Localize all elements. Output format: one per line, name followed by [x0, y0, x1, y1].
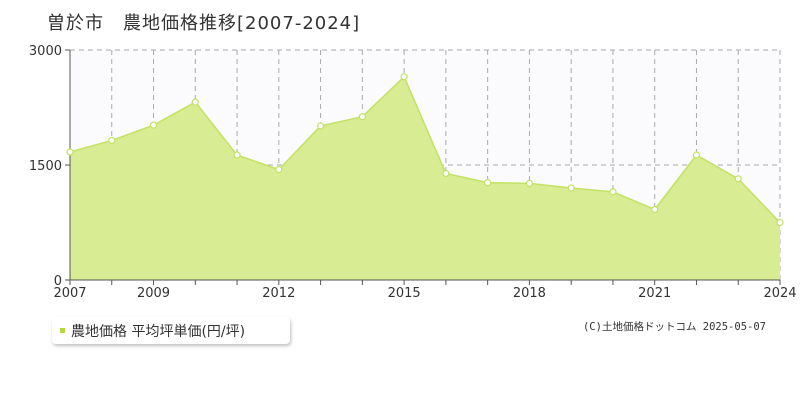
data-point [651, 205, 659, 214]
credit-text: (C)土地価格ドットコム 2025-05-07 [582, 321, 766, 333]
data-point [191, 98, 199, 106]
x-tick-label: 2018 [513, 286, 546, 301]
x-tick-label: 2009 [137, 286, 170, 301]
data-point [442, 169, 450, 178]
data-point [66, 148, 74, 156]
data-point [692, 151, 701, 159]
chart-title: 曽於市 農地価格推移[2007-2024] [47, 13, 361, 34]
data-point [525, 179, 534, 187]
data-point [609, 188, 617, 196]
y-tick-label: 1500 [29, 159, 62, 174]
data-point [567, 184, 575, 192]
legend-marker [60, 328, 65, 333]
data-point [734, 175, 742, 183]
data-point [776, 218, 784, 227]
x-tick-label: 2007 [53, 286, 86, 301]
data-point [275, 166, 283, 174]
series-line [69, 75, 781, 224]
x-tick-label: 2015 [388, 286, 421, 301]
series-area [70, 76, 780, 280]
x-tick-label: 2012 [262, 286, 295, 301]
legend: 農地価格 平均坪単価(円/坪) [52, 317, 290, 344]
data-point [316, 122, 325, 130]
data-point [233, 151, 241, 159]
data-point [358, 113, 366, 121]
legend-label: 農地価格 平均坪単価(円/坪) [71, 323, 246, 340]
data-point [149, 121, 158, 129]
x-tick-label: 2021 [638, 286, 671, 301]
y-tick-label: 0 [54, 274, 62, 289]
data-point [484, 179, 492, 187]
x-tick-label: 2024 [763, 286, 796, 301]
y-tick-label: 3000 [29, 44, 62, 59]
data-point [400, 73, 408, 81]
data-point [108, 136, 116, 145]
